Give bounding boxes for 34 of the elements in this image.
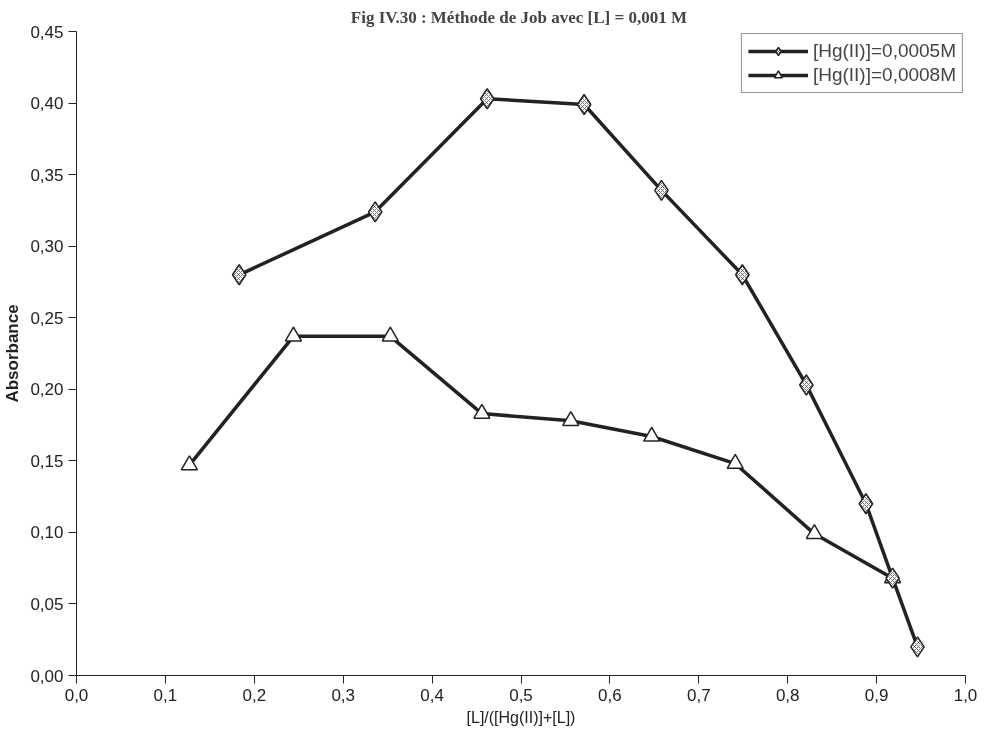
point [805, 523, 824, 540]
x-axis-title: [L]/([Hg(II)]+[L]) [466, 708, 576, 726]
point [284, 326, 303, 342]
y-tick-label: 0,40 [30, 94, 64, 114]
y-tick-label: 0,45 [30, 22, 64, 42]
y-tick-label: 0,35 [30, 165, 64, 185]
y-tick-label: 0,15 [30, 451, 64, 471]
x-tick-label: 0,5 [509, 685, 533, 705]
point [180, 455, 199, 471]
y-tick-label: 0,20 [30, 380, 64, 400]
x-tick-label: 0,8 [775, 685, 800, 705]
x-tick-label: 0,1 [153, 685, 178, 705]
x-tick-label: 0,9 [864, 685, 889, 705]
chart-title: Fig IV.30 : Méthode de Job avec [L] = 0,001 M [350, 7, 687, 27]
legend-label: [Hg(II)]=0,0008M [812, 64, 956, 86]
y-tick-label: 0,30 [30, 237, 64, 257]
y-tick-label: 0,25 [30, 308, 64, 328]
x-tick-label: 1,0 [953, 685, 978, 705]
y-tick-label: 0,05 [30, 594, 64, 614]
y-tick-label: 0,00 [30, 666, 64, 686]
x-tick-label: 0,3 [331, 685, 356, 705]
point [642, 426, 661, 442]
x-tick-label: 0,7 [686, 685, 711, 705]
x-tick-label: 0,4 [420, 685, 444, 705]
y-tick-label: 0,10 [30, 523, 64, 543]
point [726, 453, 744, 470]
legend-label: [Hg(II)]=0,0005M [812, 40, 956, 62]
x-tick-label: 0,6 [598, 685, 622, 705]
x-tick-label: 0,2 [242, 685, 267, 705]
point [562, 410, 580, 427]
y-axis-title: Absorbance [3, 304, 23, 403]
point [473, 403, 491, 419]
point [381, 326, 400, 342]
x-tick-label: 0,0 [64, 685, 89, 705]
